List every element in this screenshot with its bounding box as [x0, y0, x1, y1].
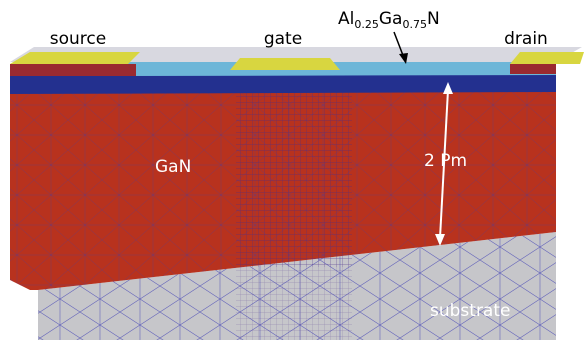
substrate-label: substrate: [430, 301, 510, 321]
source-label: source: [50, 29, 106, 49]
formula-subscript: 0.75: [402, 18, 427, 31]
formula-element: Ga: [379, 9, 403, 29]
gate-contact: [230, 58, 340, 70]
gan-label: GaN: [155, 157, 191, 177]
formula-element: N: [427, 9, 440, 29]
thickness-label: 2 Pm: [424, 151, 467, 171]
formula-element: Al: [338, 9, 354, 29]
algan-label: Al0.25Ga0.75N: [338, 9, 440, 31]
buffer-layer: [10, 74, 556, 94]
dense-mesh-substrate: [236, 267, 352, 340]
formula-subscript: 0.25: [354, 18, 379, 31]
source-contact-base: [10, 64, 136, 76]
drain-contact-base: [510, 64, 556, 74]
drain-label: drain: [504, 29, 548, 49]
drain-contact: [510, 52, 584, 64]
device-diagram: source gate Al0.25Ga0.75N drain GaN 2 Pm…: [0, 0, 587, 342]
source-contact: [10, 52, 140, 64]
dense-mesh: [236, 92, 352, 267]
gate-label: gate: [264, 29, 302, 49]
